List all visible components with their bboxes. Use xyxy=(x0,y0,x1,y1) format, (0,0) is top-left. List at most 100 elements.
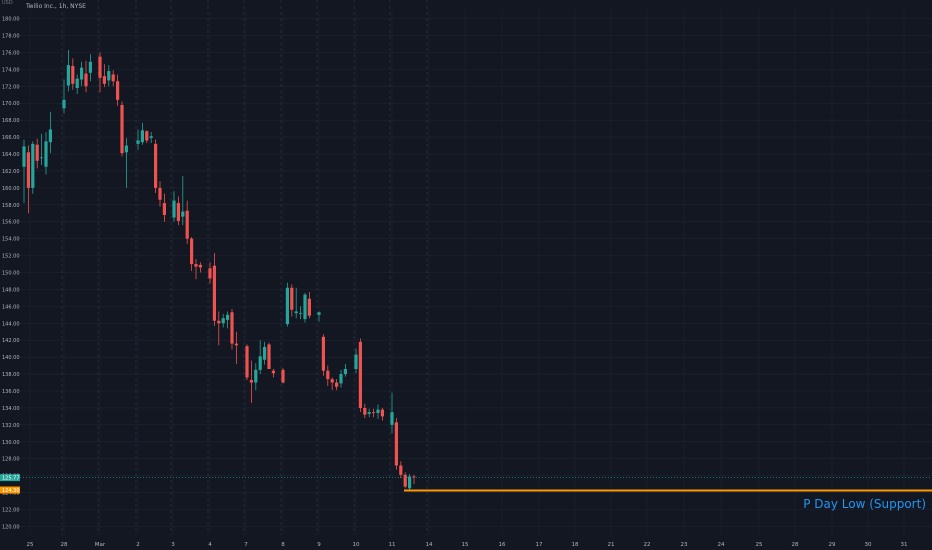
candle[interactable] xyxy=(31,141,35,194)
candle[interactable] xyxy=(281,368,285,384)
candle[interactable] xyxy=(230,308,234,350)
candle[interactable] xyxy=(88,54,92,82)
candle[interactable] xyxy=(120,101,124,157)
candle[interactable] xyxy=(326,365,330,386)
candle[interactable] xyxy=(145,130,149,144)
x-tick-label: 4 xyxy=(208,542,212,548)
candle[interactable] xyxy=(299,306,303,320)
candle[interactable] xyxy=(208,262,212,284)
candle[interactable] xyxy=(403,472,407,489)
y-tick-label: 158.00 xyxy=(2,203,20,209)
price-axis[interactable]: 120.00122.00124.00126.00128.00130.00132.… xyxy=(0,17,20,531)
candle[interactable] xyxy=(372,408,376,418)
candle-body xyxy=(372,412,376,414)
candle[interactable] xyxy=(40,133,44,166)
candle[interactable] xyxy=(107,65,111,87)
candle[interactable] xyxy=(102,64,106,88)
x-tick-label: 10 xyxy=(353,542,360,548)
candle[interactable] xyxy=(75,74,79,94)
candle-body xyxy=(190,238,194,265)
candle[interactable] xyxy=(111,70,115,87)
candle[interactable] xyxy=(354,348,358,374)
candle[interactable] xyxy=(234,331,238,364)
candle[interactable] xyxy=(98,52,102,93)
candle[interactable] xyxy=(84,60,88,93)
candle[interactable] xyxy=(339,369,343,388)
candle[interactable] xyxy=(317,311,321,322)
candle[interactable] xyxy=(380,407,384,421)
candle[interactable] xyxy=(363,403,367,419)
y-tick-label: 138.00 xyxy=(2,372,20,378)
candle[interactable] xyxy=(71,58,75,90)
candle[interactable] xyxy=(394,418,398,470)
candle[interactable] xyxy=(190,236,194,271)
time-axis[interactable]: 25 28 Mar 2 3 4 7 8 9 10 11 14 15 16 17 18 21 22 23 24 25 28 2… xyxy=(27,542,908,548)
candle[interactable] xyxy=(185,200,189,244)
candle[interactable] xyxy=(245,344,249,381)
candle[interactable] xyxy=(307,291,311,319)
candle[interactable] xyxy=(376,404,380,419)
candle[interactable] xyxy=(62,79,66,114)
candle[interactable] xyxy=(35,138,39,169)
candle[interactable] xyxy=(48,111,52,154)
candle[interactable] xyxy=(158,181,162,207)
candle[interactable] xyxy=(254,363,258,391)
candle[interactable] xyxy=(80,61,84,87)
candle[interactable] xyxy=(217,311,221,346)
candle[interactable] xyxy=(221,313,225,328)
candle-body xyxy=(258,356,262,370)
candle[interactable] xyxy=(198,262,202,273)
candle[interactable] xyxy=(162,193,166,222)
candle[interactable] xyxy=(271,369,275,378)
candle[interactable] xyxy=(399,461,403,479)
y-tick-label: 136.00 xyxy=(2,389,20,395)
candle[interactable] xyxy=(335,379,339,391)
candle-body xyxy=(358,341,362,408)
candle[interactable] xyxy=(124,137,128,188)
x-tick-label: 2 xyxy=(136,542,140,548)
candle[interactable] xyxy=(330,377,334,391)
last-price-badge: 125.77 xyxy=(0,474,20,482)
candle[interactable] xyxy=(154,139,158,193)
candle-body xyxy=(212,265,216,321)
y-tick-label: 140.00 xyxy=(2,355,20,361)
candle[interactable] xyxy=(172,191,176,222)
candle[interactable] xyxy=(66,49,70,92)
candle[interactable] xyxy=(390,392,394,434)
candle[interactable] xyxy=(176,196,180,226)
candle[interactable] xyxy=(258,340,262,375)
x-tick-label: 8 xyxy=(281,542,285,548)
candle[interactable] xyxy=(140,122,144,145)
candle[interactable] xyxy=(44,132,48,175)
candle[interactable] xyxy=(226,311,230,329)
price-badge-bg xyxy=(0,486,20,494)
candle[interactable] xyxy=(267,342,271,370)
candle-body xyxy=(116,81,120,100)
candle-body xyxy=(84,73,88,87)
candle[interactable] xyxy=(22,139,26,204)
x-tick-label: 30 xyxy=(865,542,872,548)
candle[interactable] xyxy=(26,145,30,214)
candle[interactable] xyxy=(343,363,347,377)
candle[interactable] xyxy=(263,341,267,365)
candle[interactable] xyxy=(136,129,140,150)
candle[interactable] xyxy=(321,334,325,376)
candle[interactable] xyxy=(412,474,416,485)
candle[interactable] xyxy=(181,176,185,226)
candle[interactable] xyxy=(408,473,412,491)
symbol-title[interactable]: Twilio Inc., 1h, NYSE xyxy=(26,3,86,10)
candle[interactable] xyxy=(367,408,371,418)
candle[interactable] xyxy=(149,132,153,144)
candle[interactable] xyxy=(194,258,198,280)
candle[interactable] xyxy=(290,284,294,317)
candle-body xyxy=(217,320,221,324)
candle[interactable] xyxy=(285,282,289,327)
candle[interactable] xyxy=(249,360,253,403)
candle[interactable] xyxy=(358,338,362,413)
candle[interactable] xyxy=(116,74,120,106)
candle[interactable] xyxy=(212,253,216,326)
candle[interactable] xyxy=(303,292,307,323)
candle[interactable] xyxy=(294,287,298,319)
candle-body xyxy=(75,78,79,89)
